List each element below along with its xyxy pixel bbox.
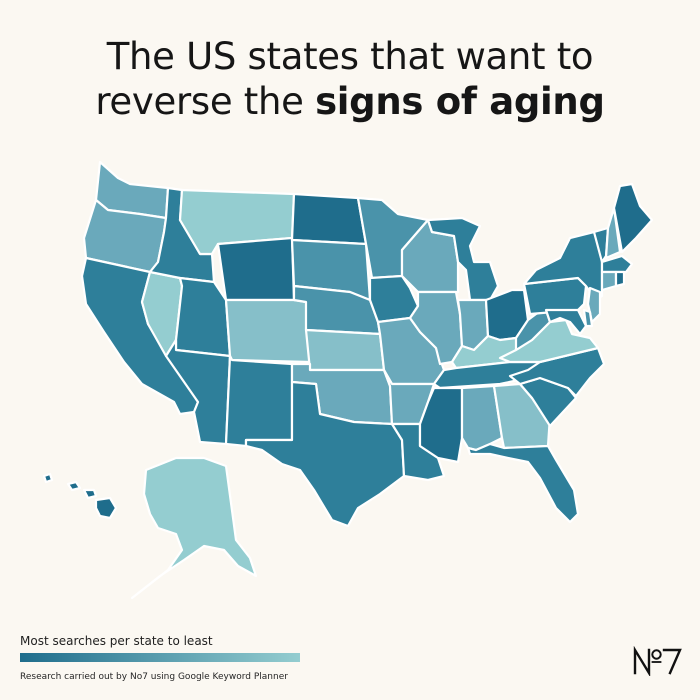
state-north-dakota xyxy=(290,192,368,246)
title-line-2-bold: signs of aging xyxy=(315,80,605,123)
state-new-mexico xyxy=(224,354,294,448)
state-new-york xyxy=(522,230,604,302)
state-maryland xyxy=(544,308,588,336)
research-credit: Research carried out by No7 using Google… xyxy=(20,672,288,682)
title-line-1: The US states that want to xyxy=(106,35,594,78)
legend-label: Most searches per state to least xyxy=(20,634,213,648)
state-massachusetts xyxy=(600,254,634,274)
no7-logo xyxy=(633,646,682,676)
state-alaska xyxy=(130,456,258,600)
legend-gradient-bar xyxy=(20,653,300,662)
states-layer xyxy=(42,160,654,600)
state-michigan xyxy=(426,216,500,302)
state-kansas xyxy=(304,328,386,372)
state-wyoming xyxy=(216,236,296,302)
state-utah xyxy=(174,276,232,358)
state-rhode-island xyxy=(614,270,626,288)
state-connecticut xyxy=(600,270,618,292)
title-line-2: reverse the signs of aging xyxy=(0,79,700,124)
state-texas xyxy=(244,380,406,528)
state-north-carolina xyxy=(508,346,606,398)
state-hawaii xyxy=(42,472,118,520)
state-florida xyxy=(466,442,580,524)
title-line-2-regular: reverse the xyxy=(95,80,316,123)
state-delaware xyxy=(582,308,594,328)
state-new-hampshire xyxy=(604,206,622,260)
state-colorado xyxy=(224,298,312,364)
map-title: The US states that want to reverse the s… xyxy=(0,34,700,124)
state-maine xyxy=(612,182,654,254)
